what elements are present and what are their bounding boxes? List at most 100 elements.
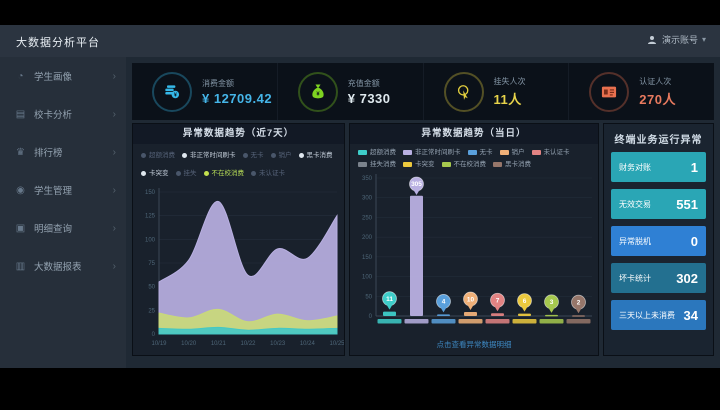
legend-label: 黑卡消费 (306, 152, 333, 160)
legend-item[interactable]: 不在校消费 (203, 166, 245, 182)
legend-item[interactable]: 非正常时间刷卡 (403, 148, 461, 158)
kpi-strip: ¥ 消费金额 ¥ 12709.42 ¥ 充值金额 ¥ 7330 挂失人次 11人 认证人次 270… (132, 63, 714, 120)
svg-text:10/25: 10/25 (329, 341, 344, 347)
kpi-label: 消费金额 (202, 78, 234, 88)
bar-不在校消费[interactable]: 3 (539, 294, 564, 324)
report-icon: ▥ (15, 260, 26, 272)
panel-trend-7days: 异常数据趋势（近7天） 超额消费 非正常时间刷卡 无卡 销户 黑卡消费 卡突变 挂失 不在校消… (132, 123, 345, 356)
svg-text:150: 150 (145, 190, 156, 196)
bar-chart[interactable]: 0 50 100 150 200 250 300 350 11 305 4 10 7 6 3 2 (350, 170, 598, 338)
kpi-value: 270人 (639, 91, 676, 107)
svg-text:4: 4 (442, 299, 446, 306)
legend-item[interactable]: 销户 (499, 148, 525, 158)
legend-item[interactable]: 卡突变 (141, 166, 169, 182)
sidebar-item[interactable]: ◔ 学生画像 › (0, 57, 126, 95)
chevron-right-icon: › (112, 222, 116, 234)
app-window: 大数据分析平台 演示账号 ▾ ◔ 学生画像 › ▤ 校卡分析 › ♛ 排行榜 › ◉ 学生管理 › ▣ 明… (0, 25, 720, 368)
svg-text:10: 10 (467, 296, 475, 303)
legend-item[interactable]: 挂失消费 (358, 160, 396, 170)
sidebar-item[interactable]: ▣ 明细查询 › (0, 209, 126, 247)
svg-text:¥: ¥ (316, 91, 320, 97)
legend-dot-icon (175, 170, 181, 176)
chevron-right-icon: › (112, 184, 116, 196)
legend-item[interactable]: 未认证卡 (531, 148, 570, 158)
legend-swatch-icon (358, 150, 367, 156)
legend-item[interactable]: 卡突变 (403, 160, 435, 170)
detail-link[interactable]: 点击查看异常数据明细 (436, 340, 512, 349)
sidebar-item[interactable]: ▤ 校卡分析 › (0, 95, 126, 133)
legend-item[interactable]: 超额消费 (358, 148, 396, 158)
panel-trend-today: 异常数据趋势（当日） 超额消费 非正常时间刷卡 无卡 销户 未认证卡 挂失消费 卡突变 不在校… (349, 123, 599, 356)
terminal-row[interactable]: 无效交易 551 (611, 189, 706, 219)
area-chart[interactable]: 0 25 50 75 100 125 150 10/19 10/20 10/21 10/22 10/2… (133, 182, 344, 360)
legend-trend-today: 超额消费 非正常时间刷卡 无卡 销户 未认证卡挂失消费 卡突变 不在校消费 黑卡消费 (350, 144, 598, 170)
kpi-text: 认证人次 270人 (639, 76, 676, 108)
terminal-row-value: 302 (676, 270, 698, 286)
svg-text:10/21: 10/21 (211, 341, 227, 347)
legend-item[interactable]: 不在校消费 (441, 160, 486, 170)
legend-label: 未认证卡 (543, 149, 570, 157)
chevron-right-icon: › (112, 260, 116, 272)
bar-未认证卡[interactable]: 7 (485, 292, 510, 324)
terminal-row[interactable]: 异常脱机 0 (611, 226, 706, 256)
user-menu[interactable]: 演示账号 ▾ (646, 33, 706, 46)
terminal-row[interactable]: 财务对账 1 (611, 152, 706, 182)
legend-item[interactable]: 挂失 (175, 166, 197, 182)
kpi-text: 消费金额 ¥ 12709.42 (202, 78, 272, 106)
svg-text:0: 0 (369, 314, 373, 320)
bar-无卡[interactable]: 4 (431, 294, 456, 324)
user-name: 演示账号 (661, 35, 698, 45)
legend-item[interactable]: 超额消费 (141, 148, 175, 164)
sidebar-item-label: 学生管理 (34, 186, 73, 197)
terminal-row[interactable]: 坏卡统计 302 (611, 263, 706, 293)
bar-销户[interactable]: 10 (458, 291, 483, 324)
sidebar-item[interactable]: ◉ 学生管理 › (0, 171, 126, 209)
legend-label: 非正常时间刷卡 (190, 152, 236, 160)
svg-text:125: 125 (145, 214, 156, 220)
legend-item[interactable]: 未认证卡 (251, 166, 285, 182)
svg-text:2: 2 (577, 299, 581, 306)
kpi-label: 充值金额 (347, 78, 380, 88)
bar-卡突变[interactable]: 6 (512, 293, 537, 324)
sidebar-item-label: 明细查询 (34, 224, 73, 235)
legend-swatch-icon (358, 161, 367, 167)
bar-超额消费[interactable]: 11 (377, 291, 402, 324)
bar-黑卡消费[interactable]: 2 (566, 294, 591, 324)
svg-text:50: 50 (365, 294, 372, 300)
legend-label: 超额消费 (149, 152, 175, 160)
legend-dot-icon (182, 153, 187, 159)
kpi-text: 挂失人次 11人 (494, 76, 526, 108)
terminal-row-label: 无效交易 (619, 199, 651, 209)
svg-text:7: 7 (496, 297, 500, 304)
legend-item[interactable]: 无卡 (242, 148, 264, 164)
legend-swatch-icon (531, 150, 541, 156)
svg-text:10/24: 10/24 (300, 341, 316, 347)
legend-item[interactable]: 销户 (270, 148, 292, 164)
bar-非正常时间刷卡[interactable]: 305 (404, 176, 429, 324)
kpi-text: 充值金额 ¥ 7330 (348, 78, 391, 106)
legend-item[interactable]: 黑卡消费 (298, 148, 333, 164)
terminal-row-label: 三天以上未消费 (619, 310, 675, 320)
svg-text:10/20: 10/20 (181, 341, 197, 347)
legend-label: 销户 (278, 152, 292, 160)
svg-text:250: 250 (362, 215, 373, 221)
svg-text:6: 6 (523, 298, 527, 305)
svg-text:75: 75 (148, 261, 155, 267)
sidebar-item[interactable]: ▥ 大数据报表 › (0, 247, 126, 285)
legend-item[interactable]: 黑卡消费 (493, 160, 531, 170)
sidebar-item-label: 学生画像 (34, 72, 73, 83)
student-manage-icon: ◉ (16, 184, 25, 196)
legend-dot-icon (141, 170, 146, 176)
legend-swatch-icon (403, 150, 412, 156)
top-bar: 大数据分析平台 演示账号 ▾ (0, 25, 720, 58)
svg-text:10/19: 10/19 (151, 341, 167, 347)
legend-label: 不在校消费 (211, 169, 245, 177)
legend-dot-icon (270, 153, 276, 159)
sidebar-item[interactable]: ♛ 排行榜 › (0, 133, 126, 171)
money-bag-icon: ¥ (297, 71, 338, 112)
legend-item[interactable]: 无卡 (467, 148, 493, 158)
terminal-row[interactable]: 三天以上未消费 34 (611, 300, 706, 330)
legend-label: 未认证卡 (259, 169, 285, 177)
legend-item[interactable]: 非正常时间刷卡 (182, 148, 236, 164)
svg-text:3: 3 (550, 299, 554, 306)
